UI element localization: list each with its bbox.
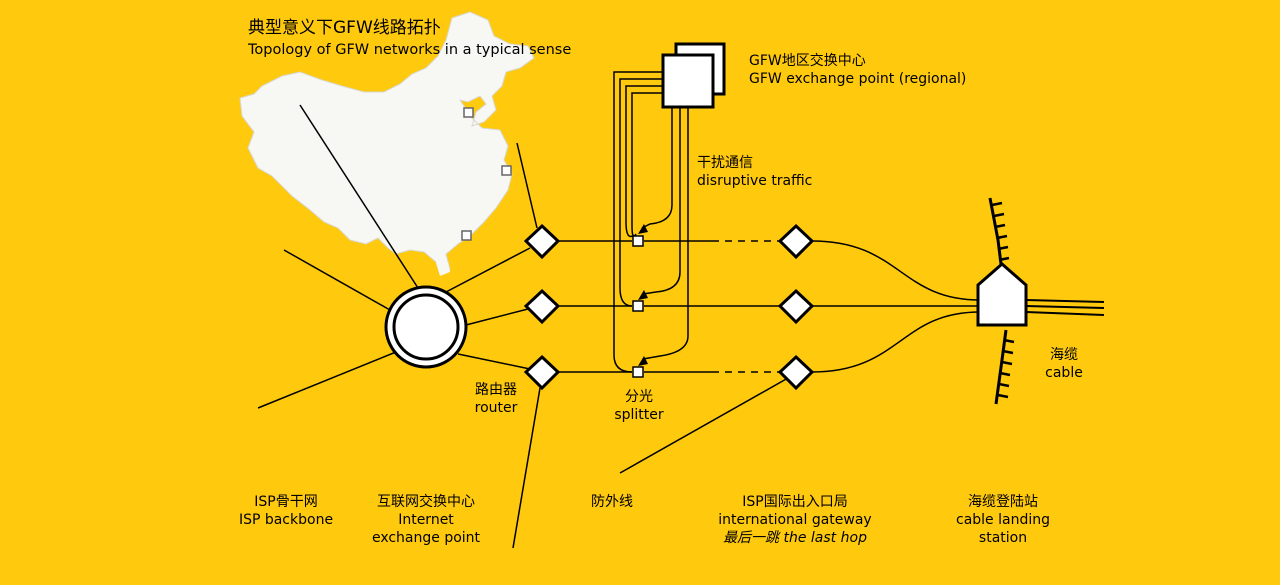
ixp-en-1: Internet: [398, 512, 454, 528]
title-en: Topology of GFW networks in a typical se…: [248, 42, 572, 58]
landing-zh: 海缆登陆站: [968, 494, 1038, 510]
splitter-en: splitter: [614, 407, 664, 423]
splitter-label: 分光 splitter: [603, 388, 675, 424]
router-diamond-bottom: [523, 354, 561, 391]
router-icon: [384, 285, 468, 369]
router-en: router: [474, 400, 518, 416]
international-gateway-label: ISP国际出入口局 international gateway 最后一跳 the…: [710, 493, 880, 547]
mirror-lines: [613, 71, 662, 373]
border-routers: [523, 223, 815, 391]
cable-landing-label: 海缆登陆站 cable landing station: [943, 493, 1063, 547]
firewall-zh: 防外线: [591, 494, 633, 510]
isp-backbone-label: ISP骨干网 ISP backbone: [226, 493, 346, 529]
beijing-marker-icon: [463, 107, 474, 118]
splitter-zh: 分光: [625, 389, 653, 405]
isp-backbone-en: ISP backbone: [238, 512, 334, 528]
ixp-label: 互联网交换中心 Internet exchange point: [366, 493, 486, 547]
router-diamond-mid: [523, 288, 561, 325]
cable-icon: [1025, 299, 1105, 316]
china-map-icon: [239, 11, 535, 276]
disruptive-traffic-label: 干扰通信 disruptive traffic: [697, 154, 812, 190]
landing-en-2: station: [978, 530, 1028, 546]
last-hop-label: 最后一跳 the last hop: [723, 530, 867, 546]
isp-backbone-zh: ISP骨干网: [254, 494, 318, 510]
gfw-exchange-zh: GFW地区交换中心: [749, 53, 866, 69]
shanghai-marker-icon: [501, 165, 512, 176]
cable-label: 海缆 cable: [1036, 346, 1092, 382]
firewall-line-label: 防外线: [572, 493, 652, 511]
landing-en-1: cable landing: [956, 512, 1050, 528]
router-diamond-top: [523, 223, 561, 260]
router-label: 路由器 router: [466, 381, 526, 417]
ixp-zh: 互联网交换中心: [377, 494, 475, 510]
gateway-diamond-bottom: [777, 354, 815, 391]
gateway-diamond-top: [777, 223, 815, 260]
splitter-icon: [632, 235, 644, 378]
gfw-server-icon: [661, 42, 726, 109]
title-zh: 典型意义下GFW线路拓扑: [248, 18, 441, 38]
disruptive-lines: [638, 108, 689, 366]
gateway-en: international gateway: [718, 512, 872, 528]
gateway-diamond-mid: [777, 288, 815, 325]
guangzhou-marker-icon: [461, 230, 472, 241]
ixp-en-2: exchange point: [371, 530, 481, 546]
router-zh: 路由器: [475, 382, 517, 398]
cable-zh: 海缆: [1050, 347, 1078, 363]
gfw-exchange-en: GFW exchange point (regional): [749, 71, 967, 87]
cable-landing-station-icon: [976, 197, 1028, 405]
cable-en: cable: [1045, 365, 1083, 381]
gfw-exchange-label: GFW地区交换中心 GFW exchange point (regional): [749, 52, 966, 88]
gateway-zh: ISP国际出入口局: [742, 494, 848, 510]
disruptive-en: disruptive traffic: [697, 173, 813, 189]
backbone-lines: [257, 104, 981, 549]
diagram-title: 典型意义下GFW线路拓扑 Topology of GFW networks in…: [248, 16, 571, 60]
disruptive-zh: 干扰通信: [697, 155, 753, 171]
